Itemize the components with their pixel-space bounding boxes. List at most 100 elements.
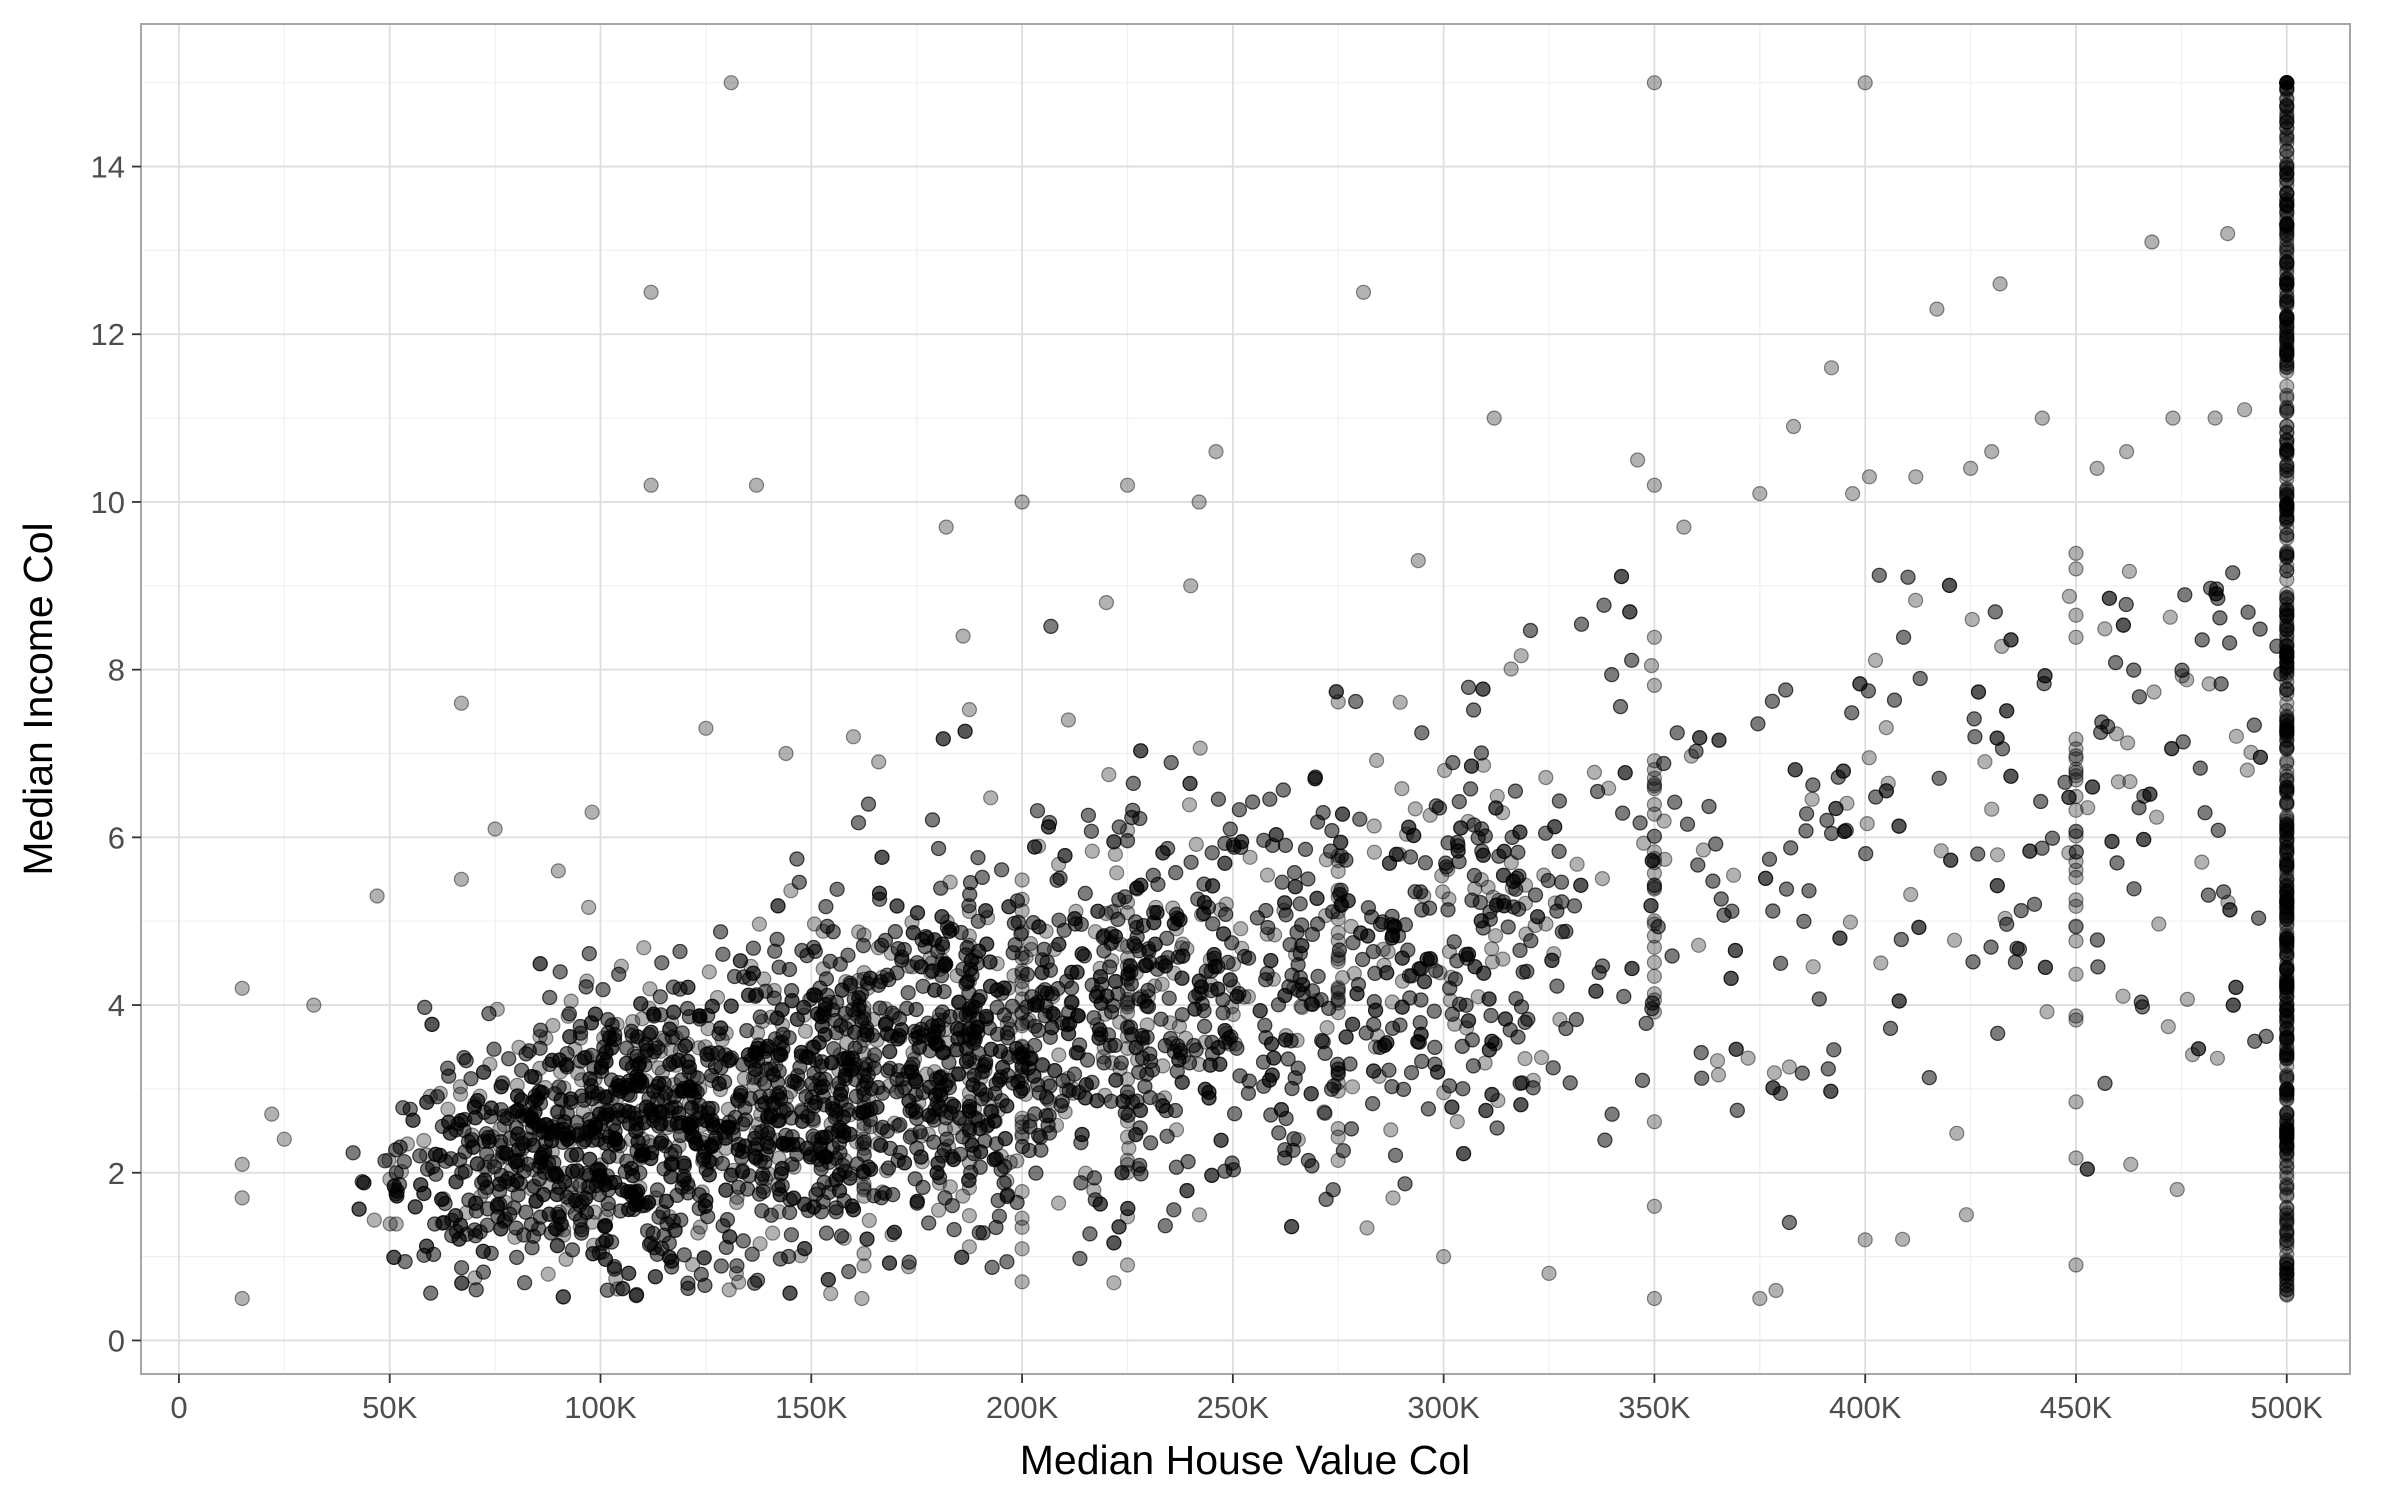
data-point (1931, 770, 1947, 786)
data-point (1317, 907, 1334, 924)
data-point (537, 1079, 553, 1096)
data-point (1098, 594, 1115, 611)
data-point (1022, 1113, 1038, 1129)
data-point (2115, 988, 2131, 1004)
data-point (1180, 1153, 1196, 1170)
data-point (1002, 1012, 1018, 1028)
data-point (977, 1063, 993, 1079)
data-point (1162, 1015, 1178, 1031)
data-point (1014, 1045, 1030, 1062)
data-point (1522, 622, 1539, 639)
data-point (507, 1229, 523, 1245)
data-point (1014, 1274, 1030, 1290)
data-point (1440, 861, 1456, 878)
data-point (871, 885, 888, 901)
data-point (1475, 757, 1492, 773)
data-point (760, 1166, 777, 1182)
data-point (2089, 460, 2105, 476)
data-point (1752, 486, 1768, 502)
data-point (700, 1020, 716, 1037)
data-point (1018, 1086, 1034, 1102)
data-point (1460, 946, 1477, 962)
data-point (823, 1285, 839, 1302)
data-point (1286, 1131, 1302, 1147)
data-point (1629, 452, 1646, 468)
data-point (467, 1222, 483, 1238)
data-point (884, 1227, 900, 1243)
data-point (714, 1155, 731, 1172)
data-point (746, 1275, 763, 1291)
data-point (748, 477, 765, 493)
data-point (874, 1085, 891, 1101)
data-point (584, 1214, 600, 1230)
data-point (503, 1162, 519, 1178)
data-point (1066, 1081, 1082, 1097)
data-point (924, 812, 941, 828)
data-point (581, 899, 597, 916)
data-point (2216, 884, 2232, 900)
data-point (632, 1179, 648, 1196)
data-point (837, 1152, 853, 1168)
data-point (440, 1060, 456, 1076)
data-point (2061, 789, 2077, 806)
data-point (1857, 75, 1873, 91)
data-point (509, 1088, 526, 1104)
data-point (1229, 988, 1245, 1005)
data-point (497, 1194, 513, 1210)
data-point (863, 1119, 879, 1135)
data-point (1145, 867, 1161, 883)
data-point (1517, 1050, 1533, 1067)
data-point (1485, 889, 1501, 905)
data-point (591, 1106, 608, 1122)
data-point (2097, 621, 2113, 637)
data-point (818, 971, 835, 987)
data-point (1293, 998, 1309, 1014)
data-point (2121, 563, 2137, 580)
data-point (806, 1199, 822, 1215)
data-point (2184, 1046, 2201, 1063)
data-point (2133, 994, 2149, 1010)
data-point (2220, 226, 2236, 242)
data-point (999, 1254, 1015, 1270)
data-point (1414, 1053, 1430, 1070)
data-point (1231, 802, 1248, 818)
data-point (1142, 1046, 1158, 1062)
data-point (549, 1222, 565, 1238)
data-point (962, 886, 978, 903)
data-point (978, 903, 994, 919)
data-point (1646, 1198, 1663, 1214)
data-point (1990, 1025, 2006, 1042)
data-point (914, 1154, 930, 1170)
data-point (643, 1047, 660, 1064)
data-point (676, 1168, 692, 1184)
data-point (1596, 597, 1612, 613)
data-point (573, 1072, 590, 1088)
data-point (1447, 971, 1464, 987)
data-point (1104, 904, 1120, 920)
data-point (648, 1190, 664, 1206)
data-point (1294, 937, 1310, 954)
data-point (525, 1114, 541, 1130)
data-point (1483, 1007, 1499, 1024)
data-point (858, 1056, 874, 1072)
data-point (416, 1132, 432, 1149)
data-point (735, 1233, 751, 1249)
data-point (820, 1271, 836, 1288)
data-point (1360, 900, 1377, 916)
data-point (859, 1231, 875, 1247)
data-point (935, 939, 951, 955)
data-point (704, 998, 720, 1015)
data-point (831, 1123, 848, 1139)
data-point (1034, 984, 1050, 1000)
data-point (1213, 1132, 1229, 1148)
data-point (771, 1204, 787, 1220)
data-point (1277, 1032, 1294, 1048)
data-point (1392, 1017, 1408, 1033)
data-point (1496, 843, 1512, 860)
data-point (817, 996, 834, 1013)
data-points (234, 75, 2295, 1307)
data-point (525, 1161, 541, 1178)
data-point (2165, 410, 2181, 426)
data-point (469, 1156, 485, 1172)
data-point (1765, 1080, 1781, 1096)
